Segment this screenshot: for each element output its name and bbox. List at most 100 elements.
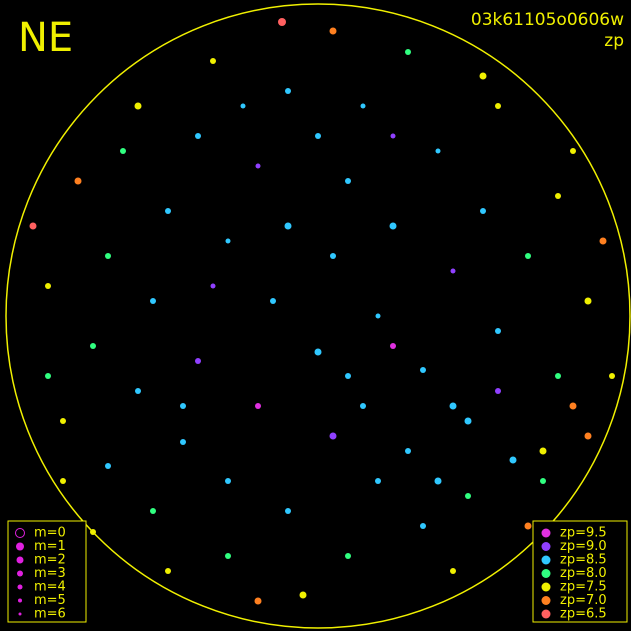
star	[480, 208, 486, 214]
zp-legend-symbol	[541, 609, 551, 619]
star	[120, 148, 126, 154]
star	[389, 222, 397, 230]
zp-legend-symbol	[541, 555, 551, 565]
star	[284, 222, 292, 230]
star	[314, 348, 322, 356]
star	[225, 478, 231, 484]
star	[360, 403, 366, 409]
star	[435, 148, 441, 154]
star	[134, 102, 142, 110]
star	[315, 133, 321, 139]
m-legend-symbol	[15, 528, 25, 538]
zp-legend-symbol	[541, 569, 551, 578]
star	[375, 478, 381, 484]
star	[464, 417, 472, 425]
frame-id: 03k61105o0606w	[471, 10, 624, 30]
m-legend-label: m=2	[34, 553, 66, 568]
star	[45, 373, 51, 379]
star	[329, 432, 337, 440]
star	[345, 178, 351, 184]
star	[240, 103, 246, 109]
zp-legend-symbol	[541, 528, 551, 538]
star	[165, 208, 171, 214]
star	[150, 298, 156, 304]
star	[255, 403, 261, 409]
m-legend-symbol	[18, 598, 22, 603]
star	[180, 403, 186, 409]
star	[609, 373, 615, 379]
star	[599, 237, 607, 245]
star	[150, 508, 156, 514]
star	[540, 478, 546, 484]
star	[225, 553, 231, 559]
star	[74, 177, 82, 185]
star	[210, 283, 216, 289]
metric-label: zp	[604, 31, 624, 51]
star	[270, 298, 276, 304]
star	[105, 463, 111, 469]
zp-legend-label: zp=8.0	[560, 566, 607, 581]
m-legend-symbol	[16, 556, 24, 564]
star	[329, 27, 337, 35]
star	[165, 568, 171, 574]
star	[105, 253, 111, 259]
star	[278, 18, 286, 26]
star	[299, 591, 307, 599]
star	[569, 402, 577, 410]
star	[555, 193, 561, 199]
star	[450, 268, 456, 274]
zp-legend-symbol	[541, 596, 551, 605]
star	[330, 253, 336, 259]
star	[29, 222, 37, 230]
star	[570, 148, 576, 154]
star	[449, 402, 457, 410]
horizon	[5, 3, 631, 629]
m-legend-label: m=5	[34, 593, 66, 608]
star	[60, 478, 66, 484]
star	[345, 553, 351, 559]
star	[495, 328, 501, 334]
star	[375, 313, 381, 319]
star	[584, 432, 592, 440]
star	[345, 373, 351, 379]
m-legend-label: m=6	[34, 607, 66, 622]
star	[450, 568, 456, 574]
star	[420, 367, 426, 373]
zp-legend-label: zp=9.5	[560, 526, 607, 541]
m-legend-symbol	[18, 612, 22, 616]
star	[195, 358, 201, 364]
star	[434, 477, 442, 485]
star	[60, 418, 66, 424]
m-legend-label: m=1	[34, 539, 66, 554]
star	[285, 88, 291, 94]
m-legend-symbol	[17, 584, 23, 590]
star	[255, 163, 261, 169]
star	[285, 508, 291, 514]
star	[254, 597, 262, 605]
star	[555, 373, 561, 379]
m-legend-symbol	[17, 570, 23, 577]
zp-legend-label: zp=9.0	[560, 539, 607, 554]
zp-legend-label: zp=7.5	[560, 580, 607, 595]
chart-title: NE	[18, 15, 73, 61]
zp-legend-symbol	[541, 542, 551, 551]
star	[180, 439, 186, 445]
zp-legend-symbol	[541, 582, 551, 592]
star	[584, 297, 592, 305]
star	[495, 103, 501, 109]
star	[390, 343, 396, 349]
m-legend-label: m=4	[34, 580, 66, 595]
star	[195, 133, 201, 139]
star	[405, 448, 411, 454]
star	[135, 388, 141, 394]
zp-legend-label: zp=6.5	[560, 607, 607, 622]
star	[90, 529, 96, 535]
star	[45, 283, 51, 289]
star	[525, 253, 531, 259]
star	[539, 447, 547, 455]
star	[509, 456, 517, 464]
star	[420, 523, 426, 529]
star	[210, 58, 216, 64]
star	[225, 238, 231, 244]
